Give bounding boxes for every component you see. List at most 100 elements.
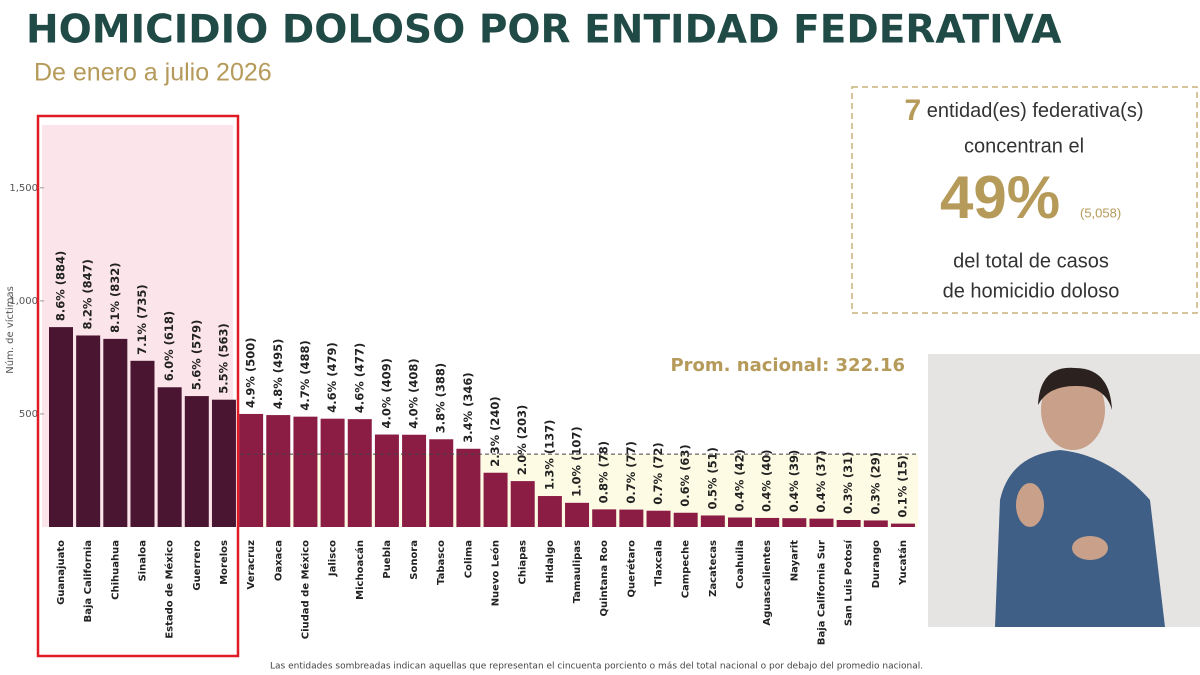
value-label: 2.0% (203) [515,405,529,475]
x-tick-label: Chihuahua [110,540,121,600]
bar [592,509,617,527]
x-tick-label: Campeche [681,540,692,598]
value-label: 4.0% (409) [379,358,393,428]
x-tick-label: Chiapas [518,540,529,585]
title: HOMICIDIO DOLOSO POR ENTIDAD FEDERATIVA [26,8,1061,53]
bar [103,338,128,527]
x-tick-label: Puebla [382,540,393,579]
bar [76,335,101,527]
callout-line1: 7 entidad(es) federativa(s) [904,94,1143,127]
y-axis-label: Núm. de víctimas [4,286,16,374]
x-tick-label: Nayarit [789,540,800,581]
bar [130,360,155,527]
value-label: 3.8% (388) [434,363,448,433]
bar [483,472,508,527]
x-tick-label: Colima [463,540,474,578]
value-label: 2.3% (240) [488,396,502,466]
value-label: 4.9% (500) [244,338,258,408]
value-label: 4.7% (488) [298,340,312,410]
callout-text: entidad(es) federativa(s) [927,100,1144,122]
callout-line2: concentran el [964,135,1084,157]
value-label: 0.7% (77) [624,441,638,503]
video-panel [928,354,1200,627]
x-tick-label: Quintana Roo [599,540,610,617]
bar [347,419,372,527]
value-label: 0.4% (37) [814,450,828,512]
x-tick-label: Guanajuato [56,540,67,605]
value-label: 0.5% (51) [705,447,719,509]
value-label: 0.8% (78) [597,441,611,503]
chart: 500 1,000 1,500 8.6% (884) Guanajuato 8.2% (8… [9,183,918,645]
average-label: Prom. nacional: 322.16 [670,355,905,376]
value-label: 0.4% (40) [760,450,774,512]
bar [49,327,73,527]
x-tick-label: Guerrero [192,540,203,591]
value-label: 0.3% (29) [868,452,882,514]
bar [510,481,535,527]
bar [456,448,481,527]
bar [320,418,345,527]
x-tick-label: Aguascalientes [762,540,773,626]
bar [646,510,671,527]
bar [700,515,725,527]
highlight-frame [36,114,240,658]
value-label: 8.2% (847) [81,259,95,329]
value-label: 0.6% (63) [678,444,692,506]
value-label: 3.4% (346) [461,372,475,442]
bar [537,496,562,527]
callout-line3: del total de casos [953,250,1109,272]
x-tick-label: Durango [871,540,882,588]
value-label: 5.6% (579) [189,320,203,390]
x-tick-label: Michoacán [354,540,366,600]
x-tick-label: Hidalgo [545,540,556,583]
callout-count: 7 [904,94,921,127]
bar [157,387,182,527]
x-tick-label: Querétaro [625,540,637,598]
bar [728,517,752,527]
bar [836,519,861,527]
value-label: 8.6% (884) [54,251,68,321]
bar [782,518,807,527]
bar [374,434,399,527]
y-tick-label: 1,500 [9,183,38,194]
bar [402,434,427,527]
value-label: 4.6% (479) [325,342,339,412]
x-tick-label: Sonora [409,540,420,580]
callout-line4: de homicidio doloso [943,280,1120,302]
bar [890,523,915,527]
x-tick-label: Sinaloa [137,540,148,582]
x-tick-label: Tlaxcala [654,540,665,586]
x-tick-label: Baja California [83,540,94,622]
value-label: 0.7% (72) [651,442,665,504]
value-label: 0.4% (39) [787,450,801,512]
bar [239,413,264,527]
y-tick-label: 1,000 [9,296,38,307]
x-tick-label: Coahuila [735,540,746,589]
x-tick-label: Tabasco [436,540,447,585]
x-tick-label: Morelos [219,540,230,585]
x-tick-label: Yucatán [897,540,909,586]
x-tick-label: Zacatecas [708,540,719,597]
value-label: 4.0% (408) [407,358,421,428]
value-label: 6.0% (618) [162,311,176,381]
value-label: 4.6% (477) [352,343,366,413]
x-tick-label: Nuevo León [490,540,502,606]
bar [565,502,590,527]
value-label: 5.5% (563) [216,323,230,393]
y-tick-label: 500 [19,409,38,420]
bar [673,512,698,527]
bar [809,518,834,527]
x-tick-label: Baja California Sur [816,540,827,645]
x-tick-label: Ciudad de México [299,540,311,639]
x-tick-label: Oaxaca [273,540,284,581]
callout-share: 49% [940,164,1060,231]
value-label: 0.1% (15) [895,455,909,517]
bar [755,517,780,527]
value-label: 0.3% (31) [841,452,855,514]
x-tick-label: San Luis Potosí [843,539,855,626]
bar [266,415,291,527]
bar [429,439,454,527]
x-tick-label: Veracruz [246,540,257,590]
value-label: 1.3% (137) [542,420,556,490]
